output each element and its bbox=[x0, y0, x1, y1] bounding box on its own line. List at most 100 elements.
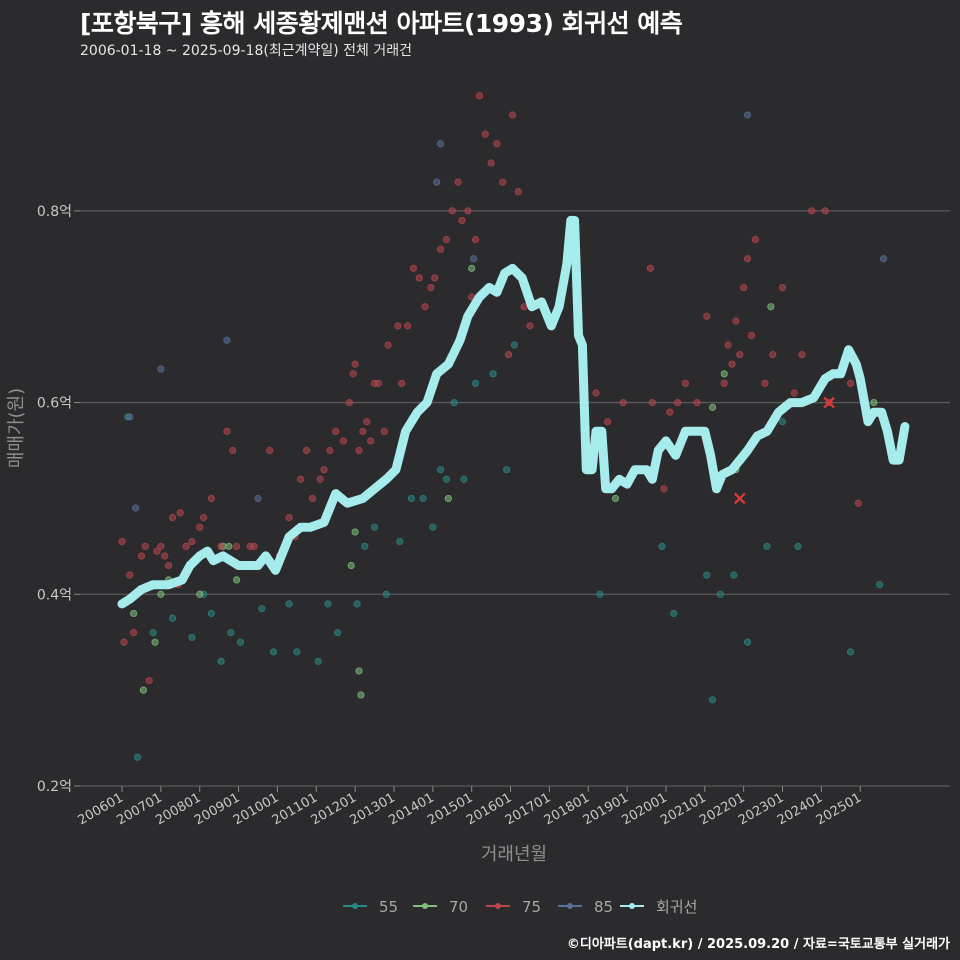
data-point-75 bbox=[421, 303, 429, 311]
data-point-75 bbox=[409, 264, 417, 272]
legend-label: 회귀선 bbox=[656, 898, 697, 916]
axis-labels: 0.2억0.4억0.6억0.8억200601200701200801200901… bbox=[37, 204, 864, 828]
data-point-55 bbox=[763, 542, 771, 550]
data-point-75 bbox=[854, 499, 862, 507]
data-point-55 bbox=[442, 475, 451, 483]
data-point-75 bbox=[384, 341, 392, 349]
data-point-75 bbox=[493, 140, 501, 148]
data-point-75 bbox=[592, 389, 600, 397]
data-point-55 bbox=[168, 614, 177, 622]
data-point-75 bbox=[176, 509, 184, 517]
data-point-75 bbox=[740, 283, 748, 292]
data-point-70 bbox=[870, 398, 878, 407]
data-point-85 bbox=[436, 140, 445, 148]
data-point-75 bbox=[320, 466, 328, 474]
data-point-85 bbox=[131, 504, 140, 512]
data-point-55 bbox=[510, 341, 519, 349]
highlight-x-marker bbox=[733, 492, 746, 505]
data-point-75 bbox=[145, 676, 153, 685]
data-point-75 bbox=[681, 379, 689, 387]
data-point-75 bbox=[808, 207, 816, 215]
data-point-85 bbox=[470, 255, 478, 263]
data-point-75 bbox=[403, 322, 412, 330]
data-point-55 bbox=[846, 648, 855, 656]
data-point-70 bbox=[139, 686, 147, 694]
data-point-70 bbox=[720, 370, 728, 378]
data-point-75 bbox=[666, 408, 674, 416]
legend-swatch-dot bbox=[567, 903, 573, 909]
data-point-75 bbox=[458, 216, 466, 225]
legend: 55 70 75 85 회귀선 bbox=[343, 898, 697, 916]
y-tick-label: 0.6억 bbox=[37, 396, 72, 412]
x-tick-label: 202501 bbox=[814, 790, 864, 828]
data-point-55 bbox=[743, 638, 752, 646]
data-point-55 bbox=[703, 571, 711, 579]
data-point-55 bbox=[285, 600, 293, 608]
data-point-75 bbox=[499, 178, 507, 186]
data-point-75 bbox=[514, 188, 522, 196]
data-point-70 bbox=[196, 590, 204, 598]
data-point-75 bbox=[233, 542, 241, 550]
data-point-75 bbox=[120, 638, 128, 646]
data-point-75 bbox=[250, 542, 258, 550]
data-point-75 bbox=[526, 322, 534, 330]
data-point-75 bbox=[308, 494, 316, 503]
data-point-75 bbox=[646, 264, 655, 272]
data-point-55 bbox=[353, 600, 361, 608]
data-point-55 bbox=[217, 657, 225, 665]
data-point-75 bbox=[223, 427, 231, 435]
data-point-75 bbox=[188, 537, 196, 546]
data-point-75 bbox=[693, 398, 701, 407]
data-point-75 bbox=[846, 379, 855, 387]
data-point-75 bbox=[790, 389, 798, 397]
data-point-70 bbox=[351, 528, 359, 536]
legend-label: 75 bbox=[522, 898, 541, 916]
data-point-70 bbox=[708, 403, 717, 411]
data-point-55 bbox=[778, 418, 787, 426]
data-point-75 bbox=[367, 437, 375, 445]
data-point-75 bbox=[217, 542, 225, 550]
data-point-70 bbox=[357, 691, 365, 699]
data-point-55 bbox=[236, 638, 245, 646]
data-point-70 bbox=[468, 264, 476, 272]
data-point-75 bbox=[126, 571, 134, 579]
data-point-75 bbox=[619, 398, 627, 407]
legend-swatch-dot bbox=[495, 903, 501, 909]
data-point-55 bbox=[658, 542, 666, 550]
data-point-55 bbox=[436, 466, 445, 474]
data-point-75 bbox=[345, 398, 353, 407]
data-point-70 bbox=[157, 590, 165, 598]
legend-label: 70 bbox=[449, 898, 468, 916]
data-point-75 bbox=[448, 207, 456, 215]
data-point-55 bbox=[407, 494, 416, 503]
data-point-55 bbox=[730, 571, 738, 579]
data-point-75 bbox=[339, 437, 348, 445]
data-point-75 bbox=[359, 427, 367, 435]
data-point-55 bbox=[708, 696, 717, 704]
data-point-85 bbox=[157, 365, 165, 373]
data-point-55 bbox=[471, 379, 480, 387]
data-point-75 bbox=[285, 513, 293, 522]
legend-label: 55 bbox=[379, 898, 398, 916]
data-point-75 bbox=[427, 283, 435, 292]
data-point-55 bbox=[794, 542, 802, 550]
data-point-55 bbox=[314, 657, 322, 665]
data-point-75 bbox=[720, 379, 728, 387]
data-point-75 bbox=[732, 317, 740, 325]
data-point-55 bbox=[334, 629, 342, 637]
data-point-75 bbox=[229, 446, 237, 455]
y-tick-label: 0.8억 bbox=[37, 204, 72, 220]
data-point-75 bbox=[747, 331, 756, 340]
legend-label: 85 bbox=[594, 898, 613, 916]
data-point-75 bbox=[648, 398, 656, 407]
data-point-55 bbox=[370, 523, 379, 531]
data-point-75 bbox=[674, 398, 682, 407]
x-axis-title: 거래년월 bbox=[481, 844, 547, 865]
data-point-75 bbox=[464, 207, 472, 215]
data-point-75 bbox=[604, 418, 612, 426]
data-point-75 bbox=[157, 542, 165, 550]
data-point-75 bbox=[398, 379, 406, 387]
data-point-75 bbox=[703, 312, 711, 320]
data-point-55 bbox=[670, 609, 678, 618]
data-point-70 bbox=[444, 494, 452, 503]
